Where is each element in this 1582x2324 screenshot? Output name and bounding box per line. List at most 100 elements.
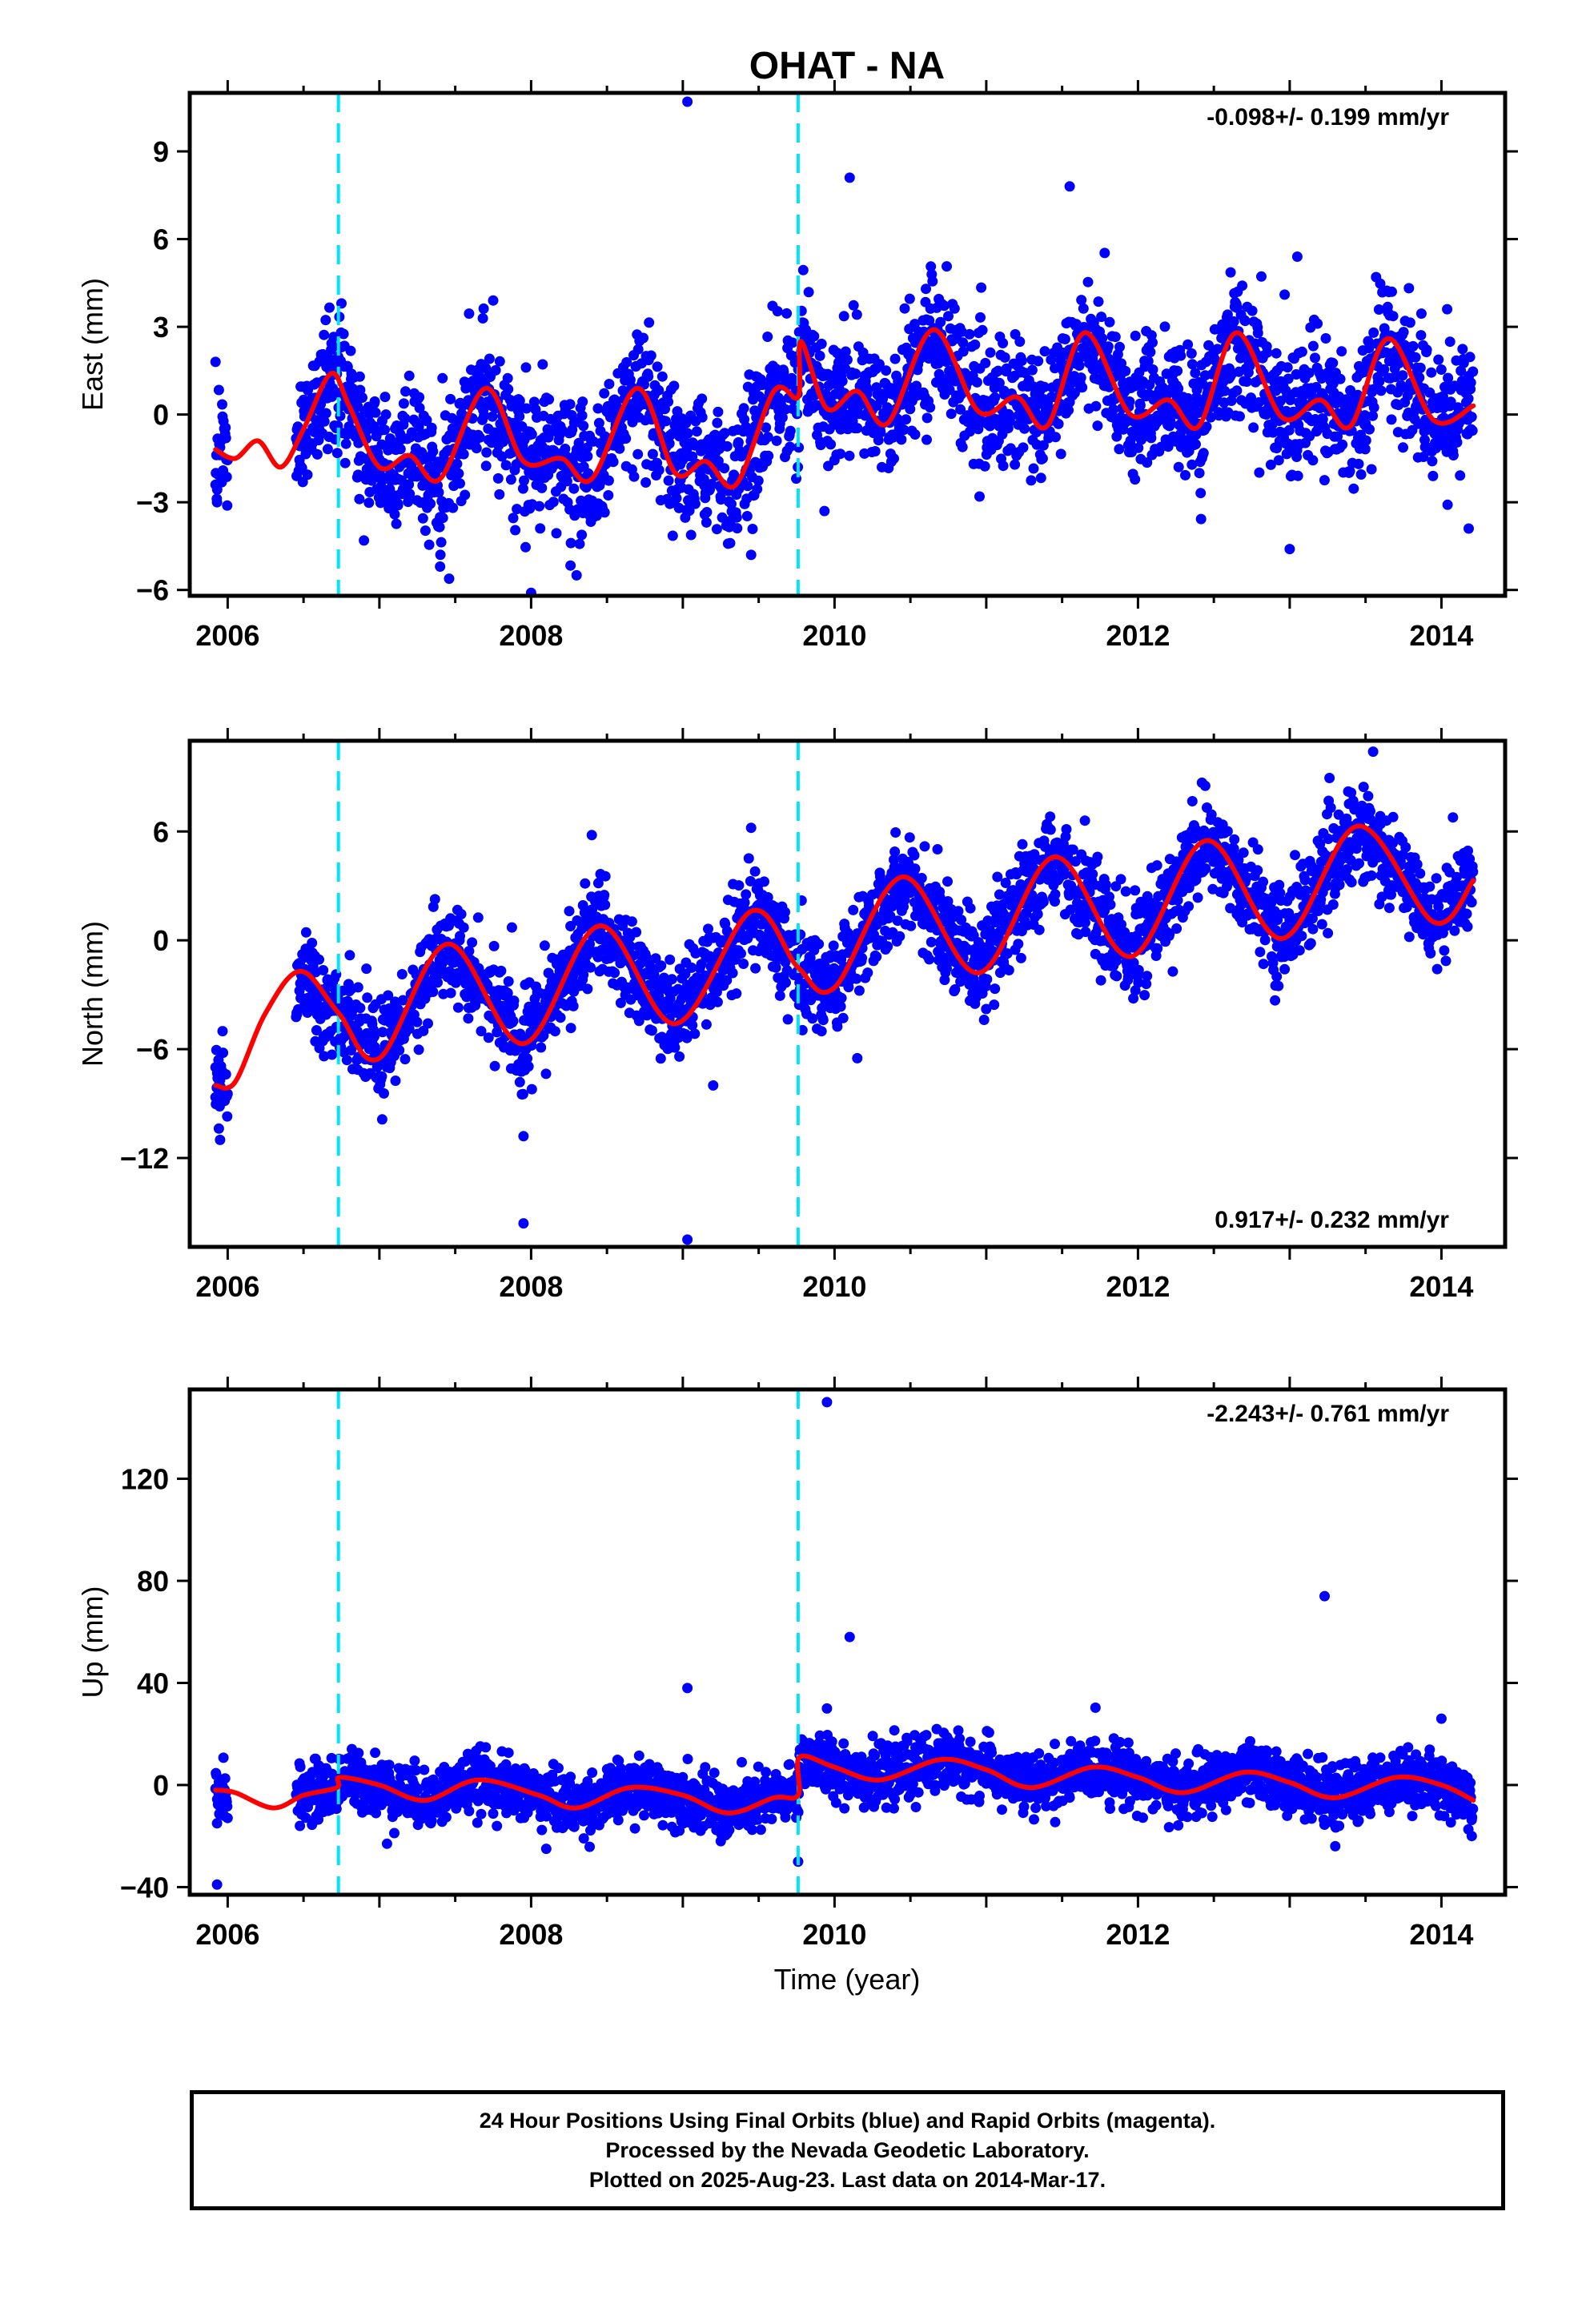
data-point xyxy=(217,1026,228,1037)
data-point xyxy=(1404,317,1415,328)
data-point xyxy=(1323,367,1334,378)
data-point xyxy=(1070,856,1081,867)
data-point xyxy=(1403,283,1415,294)
data-point xyxy=(813,939,825,950)
data-point xyxy=(1076,295,1087,306)
data-point xyxy=(522,1053,533,1064)
data-point xyxy=(1026,364,1038,376)
data-point xyxy=(632,448,644,460)
data-point xyxy=(1028,463,1039,474)
data-point xyxy=(835,1001,846,1012)
data-point xyxy=(444,573,455,585)
data-point xyxy=(1433,354,1444,365)
data-point xyxy=(1162,441,1174,452)
data-point xyxy=(1466,412,1477,423)
data-point xyxy=(1426,367,1437,378)
data-point xyxy=(1110,955,1122,967)
data-point xyxy=(1255,947,1266,958)
data-point xyxy=(582,451,593,462)
data-point xyxy=(220,1069,231,1080)
data-point xyxy=(300,927,311,938)
data-point xyxy=(1104,316,1115,328)
data-point xyxy=(1095,975,1106,986)
data-point xyxy=(508,1015,519,1027)
velocity-label: -0.098+/- 0.199 mm/yr xyxy=(1207,104,1449,131)
data-point xyxy=(573,437,584,448)
data-point xyxy=(435,549,446,561)
data-point xyxy=(1259,935,1271,946)
data-point xyxy=(1005,443,1016,454)
data-point xyxy=(853,985,865,996)
data-point xyxy=(604,379,615,389)
data-point xyxy=(703,923,713,935)
data-point xyxy=(938,300,950,312)
plot-area xyxy=(210,741,1479,1247)
data-point xyxy=(526,1084,537,1095)
data-point xyxy=(487,411,498,422)
data-point xyxy=(1045,824,1056,835)
data-point xyxy=(1398,327,1409,338)
data-point xyxy=(1102,341,1114,352)
data-point xyxy=(1299,875,1311,886)
data-point xyxy=(825,439,837,450)
data-point xyxy=(1092,851,1103,862)
data-point xyxy=(1421,344,1432,356)
data-point xyxy=(603,490,614,501)
data-point xyxy=(383,990,394,1001)
data-point xyxy=(1235,411,1245,422)
data-point xyxy=(420,525,431,537)
data-point xyxy=(537,359,548,370)
data-point xyxy=(1319,475,1330,486)
data-point xyxy=(874,871,885,883)
data-point xyxy=(455,478,465,489)
data-point xyxy=(638,332,648,344)
data-point xyxy=(564,399,576,410)
data-point xyxy=(780,404,791,415)
y-axis-label: East (mm) xyxy=(76,278,109,411)
data-point xyxy=(498,436,508,448)
data-point xyxy=(785,425,796,436)
data-point xyxy=(774,990,785,1001)
data-point xyxy=(942,896,954,907)
data-point xyxy=(1175,350,1186,361)
data-point xyxy=(1183,901,1195,912)
data-point xyxy=(311,448,323,460)
data-point xyxy=(919,841,930,852)
data-point xyxy=(973,424,984,435)
data-point xyxy=(687,1019,698,1031)
data-points-east xyxy=(210,96,1479,596)
data-point xyxy=(514,411,525,422)
data-point xyxy=(390,1076,401,1086)
data-point xyxy=(736,948,746,959)
data-point xyxy=(685,529,697,541)
data-point xyxy=(711,524,722,535)
data-point xyxy=(1038,440,1049,451)
data-point xyxy=(667,530,678,541)
data-point xyxy=(836,992,847,1003)
data-point xyxy=(1198,448,1209,459)
data-point xyxy=(1206,809,1217,820)
data-point xyxy=(781,977,791,988)
data-point xyxy=(519,475,529,486)
data-point xyxy=(1379,364,1390,375)
data-point xyxy=(1203,340,1215,351)
data-point xyxy=(850,368,861,380)
data-point xyxy=(1130,985,1141,996)
data-point xyxy=(496,965,507,976)
data-point xyxy=(1363,343,1375,354)
data-point xyxy=(855,399,866,410)
data-point xyxy=(1212,344,1223,355)
data-point xyxy=(743,853,754,864)
data-point xyxy=(213,384,224,396)
data-point xyxy=(653,384,665,396)
data-point xyxy=(221,472,232,482)
data-point xyxy=(481,447,492,458)
data-point xyxy=(828,940,839,951)
data-point xyxy=(762,332,773,342)
data-point xyxy=(644,317,655,328)
data-point xyxy=(1142,356,1154,367)
data-point xyxy=(1013,939,1024,950)
data-point xyxy=(1147,337,1158,348)
